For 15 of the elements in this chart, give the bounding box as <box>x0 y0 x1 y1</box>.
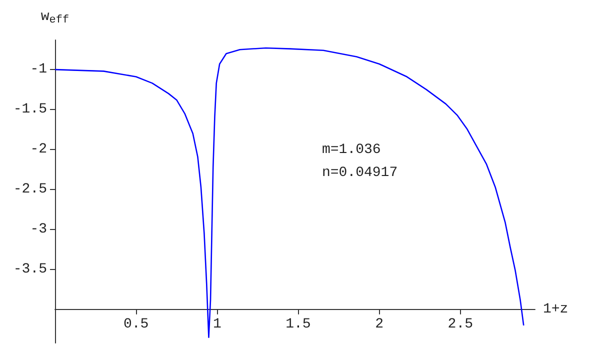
x-tick-label: 1.5 <box>286 316 311 332</box>
annotation: m=1.036 <box>322 142 381 158</box>
x-tick-label: 1 <box>212 316 222 332</box>
y-tick-label: -1.5 <box>13 102 47 118</box>
y-tick-label: -1 <box>30 62 47 78</box>
y-tick-label: -2.5 <box>13 182 47 198</box>
x-tick-label: 0.5 <box>123 316 149 332</box>
y-tick-label: -2 <box>30 142 47 158</box>
line-series <box>54 47 524 338</box>
x-tick-label: 2.5 <box>448 316 474 332</box>
y-tick-label: -3.5 <box>13 261 47 278</box>
y-tick-label: -3 <box>30 221 47 238</box>
x-tick-label: 2 <box>375 316 384 332</box>
x-axis-title: 1+z <box>543 301 568 318</box>
annotation: n=0.04917 <box>322 165 398 181</box>
